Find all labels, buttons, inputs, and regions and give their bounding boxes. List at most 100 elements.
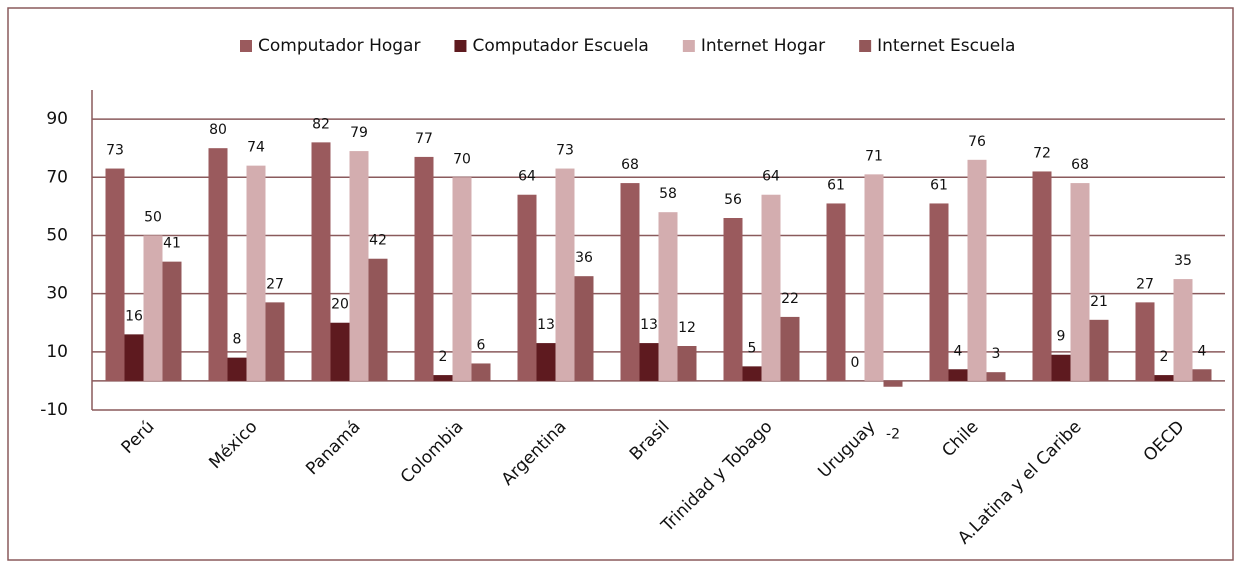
bar <box>1135 302 1155 381</box>
bar <box>639 343 659 381</box>
value-label: 21 <box>1090 294 1108 310</box>
bar <box>826 203 846 381</box>
value-label: 68 <box>621 157 639 173</box>
legend-label: Internet Hogar <box>701 36 825 56</box>
value-label: 8 <box>233 332 242 348</box>
bar <box>1173 279 1193 381</box>
value-label: 73 <box>106 143 124 159</box>
bar <box>1192 369 1212 381</box>
bar <box>967 159 987 381</box>
y-tick-label: 90 <box>46 109 68 129</box>
bar <box>311 142 331 381</box>
value-label: 77 <box>415 131 433 147</box>
value-label: 42 <box>369 233 387 249</box>
value-label: 72 <box>1033 145 1051 161</box>
value-label: 12 <box>678 320 696 336</box>
value-label: 56 <box>724 192 742 208</box>
value-label: 50 <box>144 209 162 225</box>
bar <box>723 218 743 381</box>
value-label: 27 <box>266 276 284 292</box>
bar <box>349 151 369 381</box>
value-label: 0 <box>851 355 860 371</box>
bar <box>124 334 144 381</box>
value-label: 4 <box>954 343 963 359</box>
legend-label: Computador Escuela <box>472 36 648 56</box>
value-label: 73 <box>556 143 574 159</box>
value-label: 41 <box>163 236 181 252</box>
legend-label: Computador Hogar <box>258 36 420 56</box>
bar <box>227 357 247 381</box>
bar <box>677 346 697 381</box>
legend-swatch <box>859 40 872 52</box>
value-label: 16 <box>125 308 143 324</box>
value-label: 64 <box>518 169 536 185</box>
y-tick-label: -10 <box>40 400 68 420</box>
legend-swatch <box>454 40 467 52</box>
value-label: 27 <box>1136 276 1154 292</box>
legend-swatch <box>682 40 695 52</box>
value-label: 76 <box>968 134 986 150</box>
value-label: 80 <box>209 122 227 138</box>
value-label: -2 <box>886 427 900 443</box>
value-label: 71 <box>865 148 883 164</box>
value-label: 20 <box>331 297 349 313</box>
bar <box>620 183 640 381</box>
value-label: 36 <box>575 250 593 266</box>
y-tick-label: 70 <box>46 167 68 187</box>
bar <box>246 165 266 381</box>
value-label: 3 <box>992 346 1001 362</box>
bar <box>162 261 182 381</box>
value-label: 4 <box>1198 343 1207 359</box>
y-tick-label: 10 <box>46 342 68 362</box>
legend-label: Internet Escuela <box>877 36 1015 56</box>
bar <box>948 369 968 381</box>
value-label: 5 <box>748 340 757 356</box>
bar <box>864 174 884 381</box>
bar <box>517 194 537 381</box>
bar <box>330 322 350 381</box>
bar <box>1070 183 1090 381</box>
bar <box>433 375 453 381</box>
bar <box>986 372 1006 381</box>
value-label: 9 <box>1057 329 1066 345</box>
value-label: 13 <box>537 317 555 333</box>
value-label: 68 <box>1071 157 1089 173</box>
bar <box>1032 171 1052 381</box>
bar <box>471 363 491 381</box>
bar <box>105 168 125 381</box>
y-tick-label: 30 <box>46 284 68 304</box>
y-tick-label: 50 <box>46 225 68 245</box>
bar <box>761 194 781 381</box>
value-label: 61 <box>930 177 948 193</box>
value-label: 74 <box>247 140 265 156</box>
value-label: 2 <box>439 349 448 365</box>
bar <box>368 258 388 381</box>
bar <box>658 212 678 381</box>
bar <box>1089 319 1109 381</box>
value-label: 2 <box>1160 349 1169 365</box>
bar <box>883 380 903 387</box>
value-label: 61 <box>827 177 845 193</box>
bar <box>929 203 949 381</box>
value-label: 35 <box>1174 253 1192 269</box>
bar <box>742 366 762 381</box>
bar <box>265 302 285 381</box>
bar <box>1051 354 1071 381</box>
value-label: 58 <box>659 186 677 202</box>
value-label: 6 <box>477 337 486 353</box>
value-label: 79 <box>350 125 368 141</box>
legend-swatch <box>240 40 252 52</box>
bar <box>208 148 228 381</box>
bar <box>574 276 594 381</box>
bar <box>780 316 800 381</box>
value-label: 82 <box>312 116 330 132</box>
bar <box>414 156 434 381</box>
bar <box>555 168 575 381</box>
value-label: 22 <box>781 291 799 307</box>
value-label: 70 <box>453 151 471 167</box>
bar <box>143 235 163 381</box>
value-label: 64 <box>762 169 780 185</box>
bar <box>536 343 556 381</box>
value-label: 13 <box>640 317 658 333</box>
